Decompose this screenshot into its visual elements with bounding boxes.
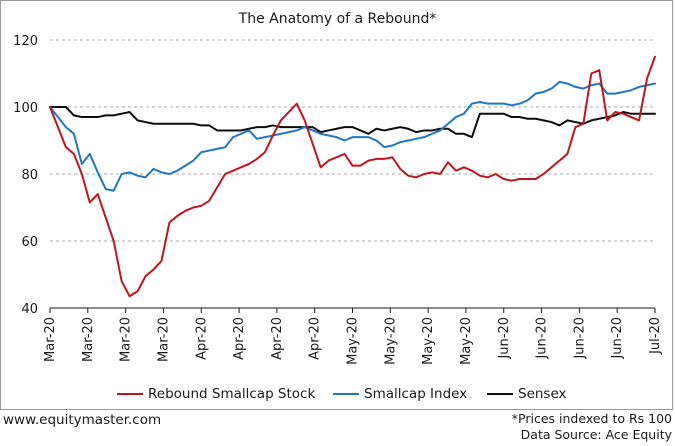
x-tick-label-10: May-20 [421, 317, 436, 365]
chart-frame [0, 0, 673, 410]
x-tick-label-7: Apr-20 [308, 317, 323, 360]
gridlines [50, 39, 655, 242]
x-tick-label-2: Mar-20 [119, 317, 134, 362]
x-tick-label-13: Jun-20 [535, 317, 550, 360]
x-tick-label-3: Mar-20 [156, 317, 171, 362]
x-tick-label-6: Apr-20 [270, 317, 285, 360]
series-line-smallcap-index [49, 80, 656, 192]
x-tick-label-15: Jun-20 [610, 317, 625, 360]
x-tick-label-14: Jun-20 [572, 317, 587, 360]
legend-swatch-smallcap [333, 392, 359, 396]
x-tick-label-4: Apr-20 [194, 317, 209, 360]
footer-note-source: Data Source: Ace Equity [520, 427, 672, 442]
legend-swatch-rebound [117, 392, 143, 396]
y-tick-label-120: 120 [13, 34, 38, 49]
y-tick-label-40: 40 [21, 302, 38, 317]
x-tick-label-1: Mar-20 [81, 317, 96, 362]
footer-note-prices: *Prices indexed to Rs 100 [511, 411, 672, 426]
x-tick-label-9: May-20 [383, 317, 398, 365]
legend-item-rebound: Rebound Smallcap Stock [117, 386, 315, 402]
series-lines [49, 55, 656, 298]
chart-title: The Anatomy of a Rebound* [238, 11, 437, 27]
x-tick-label-12: Jun-20 [497, 317, 512, 360]
line-chart: 40 60 80 100 120 Mar-20 Mar-20 Mar-20 Mar-20 Apr… [13, 34, 663, 365]
y-tick-label-100: 100 [13, 101, 38, 116]
x-tick-label-11: May-20 [459, 317, 474, 365]
y-tick-label-60: 60 [21, 235, 38, 250]
legend-label-smallcap: Smallcap Index [364, 386, 468, 402]
legend-item-sensex: Sensex [487, 386, 567, 402]
series-line-rebound-smallcap-stock [49, 55, 656, 298]
legend-swatch-sensex [487, 392, 513, 396]
footer-notes: *Prices indexed to Rs 100 Data Source: A… [512, 411, 672, 443]
x-tick-label-16: Jul-20 [648, 317, 663, 355]
y-axis-ticks: 40 60 80 100 120 [13, 34, 38, 317]
series-line-sensex [49, 106, 656, 139]
x-tick-label-5: Apr-20 [232, 317, 247, 360]
legend: Rebound Smallcap Stock Smallcap Index Se… [0, 386, 675, 406]
x-tick-label-8: May-20 [346, 317, 361, 365]
legend-label-sensex: Sensex [518, 386, 567, 402]
x-tick-label-0: Mar-20 [43, 317, 58, 362]
legend-label-rebound: Rebound Smallcap Stock [148, 386, 316, 402]
footer-website: www.equitymaster.com [3, 412, 162, 428]
legend-item-smallcap: Smallcap Index [333, 386, 467, 402]
x-axis-ticks: Mar-20 Mar-20 Mar-20 Mar-20 Apr-20 Apr-20 Apr-… [43, 308, 663, 365]
y-tick-label-80: 80 [21, 168, 38, 183]
